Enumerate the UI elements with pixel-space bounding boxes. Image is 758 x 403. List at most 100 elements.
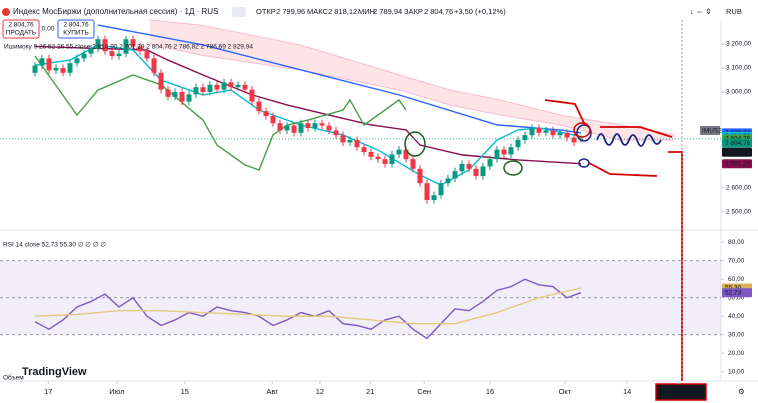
candle-body: [557, 132, 563, 136]
candle-body: [305, 123, 311, 128]
candle-body: [312, 123, 318, 128]
price-tag-label: 2 804,76: [725, 140, 751, 147]
green-circle: [503, 160, 523, 176]
candle-body: [354, 140, 360, 148]
cloud: [149, 20, 675, 140]
rsi-tick-label: 70,00: [728, 257, 745, 264]
candle-body: [102, 39, 108, 52]
settings[interactable]: ⚙: [738, 387, 745, 396]
candle-body: [39, 58, 45, 66]
candle-body: [298, 123, 304, 133]
price-tag: [722, 147, 752, 157]
red-line: [600, 126, 673, 138]
candle-body: [249, 89, 255, 102]
price-tag-label: 55,30: [725, 285, 742, 292]
sell-price: 2 804,76: [8, 22, 34, 29]
change-value: +3,50 (+0,12%): [454, 7, 506, 16]
candle-body: [522, 135, 528, 140]
candle-body: [186, 94, 192, 102]
y-tick-label: 3 100,00: [726, 65, 752, 72]
rsi-tick-label: 10,00: [728, 368, 745, 375]
candle-body: [214, 84, 220, 90]
symbol-icon: [2, 8, 10, 16]
spread: 0,00: [42, 26, 55, 33]
candle-body: [32, 65, 38, 73]
logo: TradingView: [22, 366, 87, 378]
candle-body: [284, 125, 290, 131]
x-tick-label: 16: [486, 387, 494, 396]
candle-body: [368, 152, 374, 157]
candle-body: [319, 123, 325, 126]
candle-body: [172, 92, 178, 97]
high-label: МАКС: [307, 7, 329, 16]
candle-body: [389, 154, 395, 164]
rsi-tick-label: 50,00: [728, 294, 745, 301]
candle-body: [501, 149, 507, 155]
candle-body: [291, 125, 297, 133]
symbol-tag: IMUS2: [702, 128, 722, 135]
red-line: [544, 99, 586, 126]
y-tick-label: 3 000,00: [726, 89, 752, 96]
y-tick-label: 2 600,00: [726, 185, 752, 192]
x-tick-label: Июл: [109, 387, 124, 396]
blue-squiggle: [596, 133, 662, 147]
candle-body: [438, 183, 444, 196]
candle-body: [221, 82, 227, 90]
candle-body: [431, 195, 437, 200]
date-box: [655, 383, 707, 401]
candle-body: [53, 68, 59, 71]
candle-body: [270, 116, 276, 124]
candle-body: [494, 149, 500, 160]
blue-circle: [576, 124, 592, 142]
candle-body: [207, 84, 213, 92]
candle-body: [95, 39, 101, 49]
buy-label: КУПИТЬ: [63, 30, 89, 37]
currency[interactable]: RUB: [726, 7, 742, 16]
price-tag-label: 2 748,84: [725, 149, 751, 156]
x-tick-label: 14: [623, 387, 631, 396]
rsi-tick-label: 60,00: [728, 276, 745, 283]
toggle[interactable]: [232, 7, 246, 17]
nav-arrows[interactable]: ↓ ⇔ ⇕: [690, 7, 712, 16]
price-tag: [722, 138, 752, 148]
volume-label: Объем: [3, 374, 24, 382]
candle-body: [158, 72, 164, 90]
x-tick-label: 12: [316, 387, 324, 396]
candle-body: [109, 51, 115, 56]
candle-body: [235, 84, 241, 88]
candle-body: [81, 53, 87, 59]
candle-body: [445, 178, 451, 184]
red-line: [588, 162, 658, 177]
open-value: 2 799,96: [276, 7, 305, 16]
symbol-tag-bg: [700, 126, 720, 135]
candle-body: [459, 164, 465, 172]
candle-body: [151, 58, 157, 73]
candle-body: [228, 82, 234, 88]
price-tag-label: 52,73: [725, 289, 742, 296]
candle-body: [123, 39, 129, 54]
symbol-title[interactable]: Индекс МосБиржи (дополнительная сессия) …: [13, 7, 218, 16]
x-tick-label: 17: [44, 387, 52, 396]
candle-body: [424, 183, 430, 200]
price-tag: [722, 159, 752, 169]
candle-body: [144, 51, 150, 59]
candle-body: [361, 147, 367, 152]
indicator-line: [34, 45, 582, 165]
candle-body: [179, 92, 185, 102]
rsi-tick-label: 30,00: [728, 331, 745, 338]
green-circle: [404, 131, 426, 157]
close-label: ЗАКР: [404, 7, 423, 16]
rsi-line: [34, 287, 582, 325]
candle-body: [200, 87, 206, 92]
candle-body: [508, 147, 514, 155]
rsi-tick-label: 80,00: [728, 239, 745, 246]
sell-button[interactable]: [2, 19, 40, 39]
candle-body: [263, 111, 269, 116]
candle-body: [550, 130, 556, 136]
candle-body: [67, 63, 73, 73]
buy-button[interactable]: [57, 19, 95, 39]
candle-body: [403, 149, 409, 160]
candle-body: [60, 68, 66, 73]
rsi-legend: RSI 14 close 52,73 55,30 ∅ ∅ ∅ ∅: [3, 242, 106, 249]
